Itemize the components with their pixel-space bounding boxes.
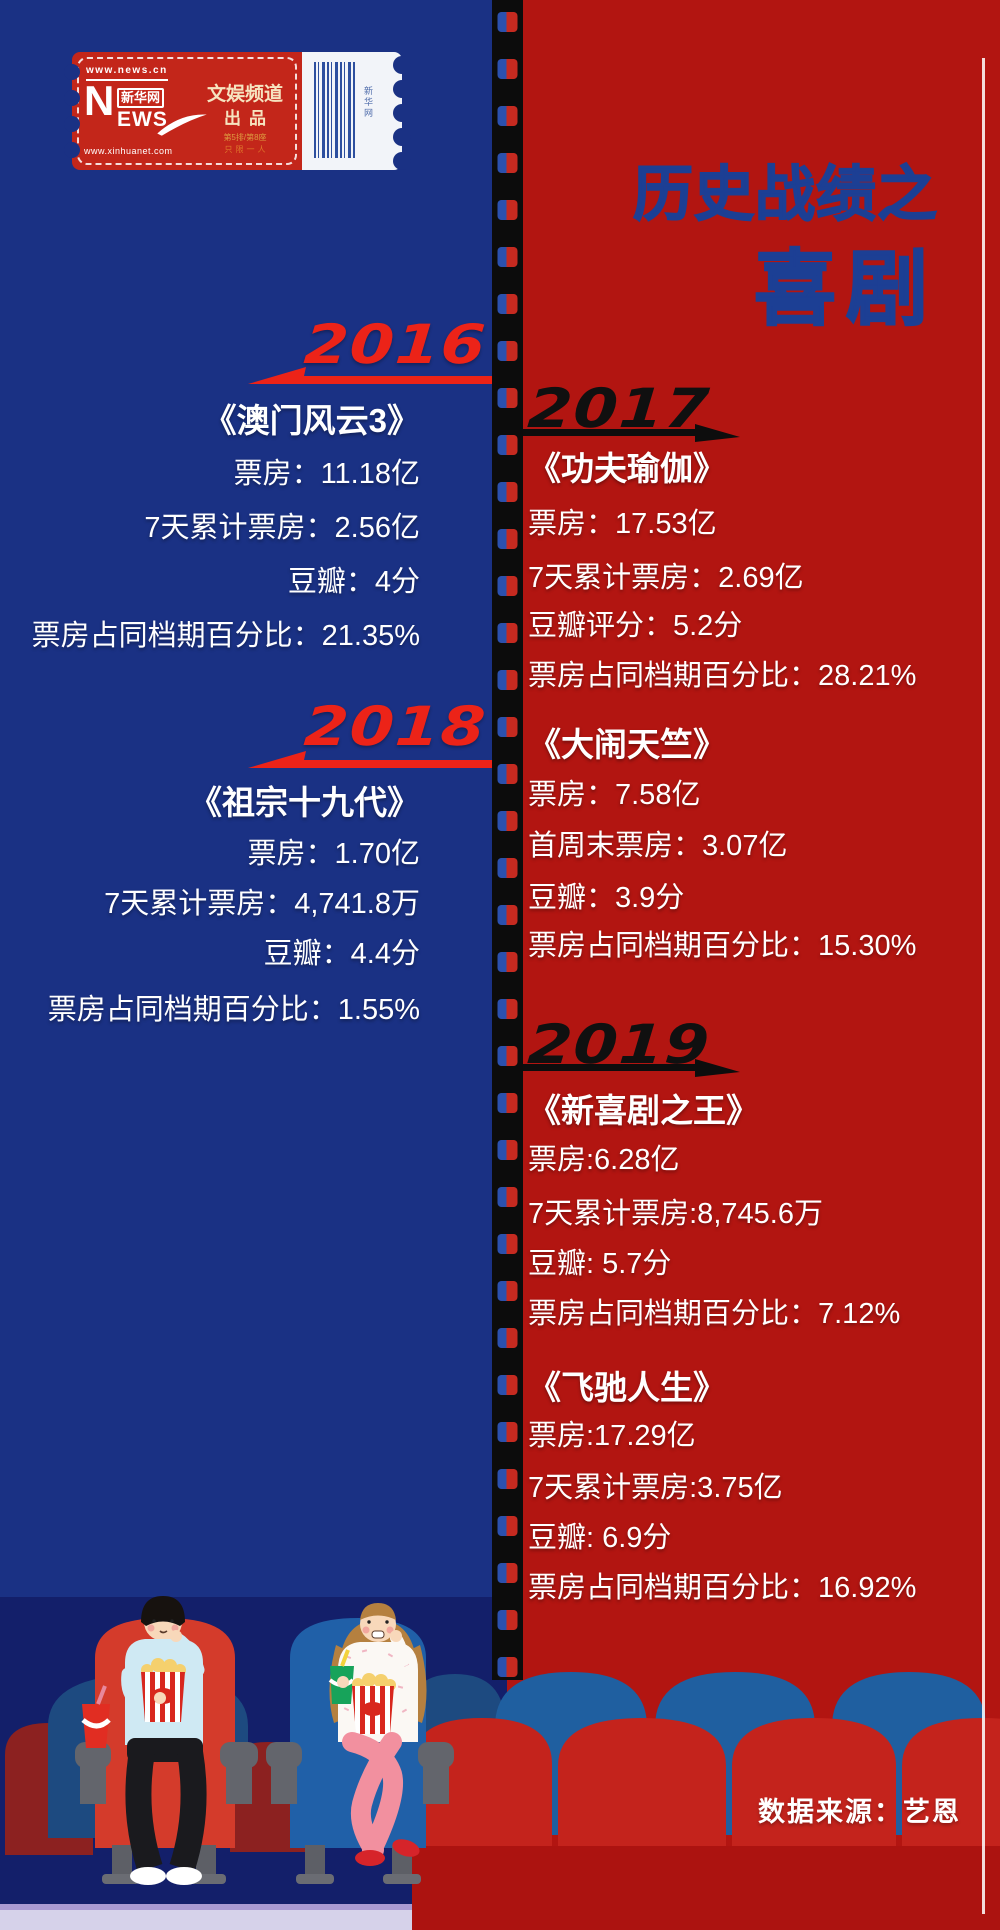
- ticket-notch: [393, 128, 411, 146]
- stat-line: 票房：7.58亿: [528, 779, 701, 811]
- stat-line: 首周末票房：3.07亿: [528, 830, 788, 862]
- year-2016-arrow-icon: [248, 367, 492, 384]
- stat-line: 票房:6.28亿: [528, 1144, 680, 1176]
- year-label-2018: 2018: [301, 695, 489, 758]
- stat-line: 7天累计票房:3.75亿: [528, 1472, 783, 1504]
- ticket-seat-note: 第5排/第8座: [223, 133, 267, 142]
- ticket-notch: [64, 142, 80, 158]
- stat-line: 豆瓣：4分: [287, 566, 420, 598]
- page-title-line2: 喜剧: [753, 243, 938, 336]
- xinhua-ticket-logo: www.news.cn N 新华网 EWS www.xinhuanet.com …: [64, 52, 411, 170]
- movie-title: 《新喜剧之王》: [528, 1092, 759, 1129]
- stat-line: 票房：1.70亿: [247, 838, 420, 870]
- stat-line: 票房占同档期百分比：15.30%: [528, 930, 917, 962]
- stat-line: 7天累计票房：4,741.8万: [104, 888, 420, 920]
- stat-line: 豆瓣：3.9分: [528, 882, 685, 914]
- ticket-body: www.news.cn N 新华网 EWS www.xinhuanet.com …: [72, 52, 302, 170]
- ticket-url-top: www.news.cn: [86, 65, 168, 81]
- ticket-notch: [393, 80, 411, 98]
- xinhua-logo-n: N: [84, 77, 115, 124]
- ticket-stub: 新华网: [302, 52, 402, 170]
- year-2018-arrow-icon: [248, 751, 492, 768]
- stat-line: 7天累计票房:8,745.6万: [528, 1198, 823, 1230]
- xinhua-logo-ews: EWS: [117, 108, 168, 131]
- cinema-audience-illustration: [0, 1596, 1000, 1930]
- logo-swoosh-icon: [157, 114, 207, 136]
- stat-line: 豆瓣: 6.9分: [528, 1522, 672, 1554]
- poster-fold-line: [982, 58, 985, 1914]
- film-strip: [492, 0, 523, 1680]
- ticket-produced-by: 出品: [224, 109, 274, 128]
- ticket-notch: [393, 152, 411, 170]
- ticket-admit-note: 只限一人: [224, 145, 269, 154]
- background-right-red: [507, 0, 1000, 1930]
- year-2017-arrow-icon: [523, 424, 740, 442]
- stat-line: 票房：11.18亿: [233, 458, 420, 490]
- page-title-line1: 历史战绩之: [632, 160, 938, 229]
- movie-title: 《功夫瑜伽》: [528, 450, 726, 487]
- data-source-label: 数据来源：艺恩: [758, 1797, 961, 1827]
- stat-line: 豆瓣评分：5.2分: [528, 610, 743, 642]
- ticket-stub-text: 新华网: [363, 86, 373, 119]
- barcode: [314, 62, 356, 158]
- stat-line: 豆瓣: 5.7分: [528, 1248, 672, 1280]
- stat-line: 豆瓣：4.4分: [263, 938, 420, 970]
- ticket-notch: [64, 116, 80, 132]
- stat-line: 票房占同档期百分比：21.35%: [31, 620, 420, 652]
- stat-line: 7天累计票房：2.69亿: [528, 562, 804, 594]
- stat-line: 票房占同档期百分比：1.55%: [47, 994, 420, 1026]
- ticket-notch: [393, 104, 411, 122]
- stat-line: 票房：17.53亿: [528, 508, 717, 540]
- ticket-notch: [64, 64, 80, 80]
- stat-line: 票房占同档期百分比：16.92%: [528, 1572, 917, 1604]
- stat-line: 票房占同档期百分比：28.21%: [528, 660, 917, 692]
- movie-title: 《祖宗十九代》: [189, 784, 420, 821]
- stat-line: 票房占同档期百分比：7.12%: [528, 1298, 901, 1330]
- ticket-notch: [393, 56, 411, 74]
- stat-line: 票房:17.29亿: [528, 1420, 696, 1452]
- ticket-url-bottom: www.xinhuanet.com: [84, 146, 173, 156]
- year-2019-arrow-icon: [523, 1059, 740, 1077]
- ticket-notch: [64, 90, 80, 106]
- ticket-dashed-border: [77, 57, 297, 165]
- movie-title: 《大闹天竺》: [528, 726, 726, 763]
- ticket-channel-name: 文娱频道: [206, 84, 283, 105]
- stat-line: 7天累计票房：2.56亿: [144, 512, 420, 544]
- movie-title: 《澳门风云3》: [203, 402, 420, 439]
- xinhua-logo-cn: 新华网: [117, 88, 165, 108]
- movie-title: 《飞驰人生》: [528, 1369, 726, 1406]
